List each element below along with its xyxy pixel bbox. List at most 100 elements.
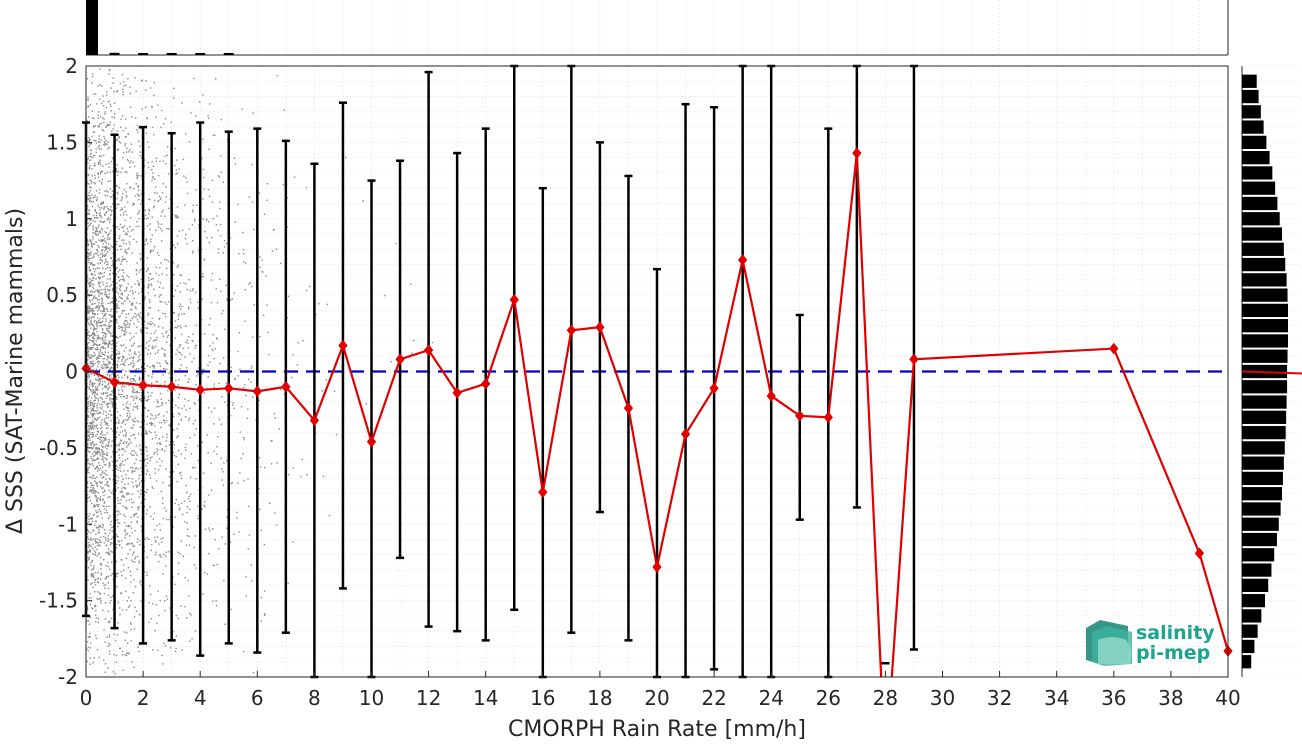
scatter-point <box>88 388 90 390</box>
scatter-point <box>121 447 123 450</box>
scatter-point <box>96 527 98 529</box>
scatter-point <box>134 291 137 293</box>
scatter-point <box>105 397 107 399</box>
scatter-point <box>117 476 120 479</box>
scatter-point <box>195 478 197 480</box>
mean-marker <box>109 376 120 388</box>
scatter-point <box>109 103 112 105</box>
scatter-point <box>135 183 137 185</box>
scatter-point <box>89 285 91 288</box>
scatter-point <box>187 308 190 310</box>
scatter-point <box>131 356 133 359</box>
scatter-point <box>271 440 273 442</box>
scatter-point <box>89 538 92 541</box>
scatter-point <box>160 426 162 429</box>
scatter-point <box>102 412 104 415</box>
scatter-point <box>97 226 100 229</box>
scatter-point <box>107 548 110 550</box>
scatter-point <box>123 496 125 498</box>
scatter-point <box>115 336 118 339</box>
scatter-point <box>101 301 103 303</box>
scatter-point <box>88 209 91 211</box>
scatter-point <box>138 643 140 646</box>
scatter-point <box>109 123 111 126</box>
scatter-point <box>93 333 96 335</box>
scatter-point <box>111 440 113 442</box>
scatter-point <box>266 199 268 201</box>
scatter-point <box>88 597 90 599</box>
scatter-point <box>93 489 95 492</box>
scatter-point <box>122 276 125 278</box>
scatter-point <box>144 433 147 435</box>
scatter-point <box>192 289 194 292</box>
scatter-point <box>94 505 97 508</box>
scatter-point <box>102 235 104 237</box>
scatter-point <box>157 309 160 312</box>
scatter-point <box>144 296 146 298</box>
scatter-point <box>145 433 148 435</box>
scatter-point <box>99 368 101 371</box>
scatter-point <box>91 489 94 491</box>
scatter-point <box>130 466 132 469</box>
scatter-point <box>248 534 251 536</box>
scatter-point <box>88 462 91 465</box>
scatter-point <box>92 125 95 128</box>
scatter-point <box>150 386 153 388</box>
mean-marker <box>309 414 320 427</box>
scatter-point <box>90 307 92 310</box>
scatter-point <box>165 186 167 188</box>
scatter-point <box>163 353 166 355</box>
scatter-point <box>99 545 101 547</box>
scatter-point <box>202 138 204 141</box>
scatter-point <box>120 571 122 573</box>
scatter-point <box>136 568 138 570</box>
scatter-point <box>145 132 148 134</box>
scatter-point <box>259 266 261 269</box>
scatter-point <box>87 252 89 255</box>
scatter-point <box>100 424 102 426</box>
scatter-point <box>206 236 208 239</box>
scatter-point <box>86 620 88 622</box>
scatter-point <box>126 642 129 644</box>
scatter-point <box>93 459 95 461</box>
scatter-point <box>183 405 186 407</box>
scatter-point <box>107 481 109 483</box>
right-hist-bar <box>1242 487 1283 501</box>
scatter-point <box>95 343 97 346</box>
scatter-point <box>93 139 95 142</box>
scatter-point <box>89 301 92 303</box>
scatter-point <box>103 528 106 531</box>
scatter-point <box>86 385 88 388</box>
scatter-point <box>92 543 94 545</box>
scatter-point <box>108 237 110 240</box>
scatter-point <box>107 302 109 305</box>
scatter-point <box>137 213 139 215</box>
scatter-point <box>134 375 136 377</box>
scatter-point <box>107 621 110 623</box>
scatter-point <box>103 439 105 442</box>
scatter-point <box>123 419 125 421</box>
scatter-point <box>155 157 158 160</box>
scatter-point <box>226 459 228 462</box>
scatter-point <box>121 256 124 258</box>
scatter-point <box>128 370 131 372</box>
scatter-point <box>131 450 133 452</box>
scatter-point <box>262 314 265 317</box>
scatter-point <box>185 341 187 344</box>
scatter-point <box>105 333 107 335</box>
scatter-point <box>137 225 140 228</box>
scatter-point <box>103 505 105 508</box>
scatter-point <box>155 380 158 383</box>
scatter-point <box>126 274 128 277</box>
scatter-point <box>118 186 121 189</box>
scatter-point <box>126 296 128 298</box>
scatter-point <box>138 378 141 380</box>
scatter-point <box>132 399 135 401</box>
scatter-point <box>87 255 89 258</box>
scatter-point <box>179 303 182 305</box>
scatter-point <box>166 146 169 148</box>
scatter-point <box>117 292 119 294</box>
scatter-point <box>94 579 96 581</box>
scatter-point <box>126 158 129 161</box>
scatter-point <box>124 118 127 120</box>
